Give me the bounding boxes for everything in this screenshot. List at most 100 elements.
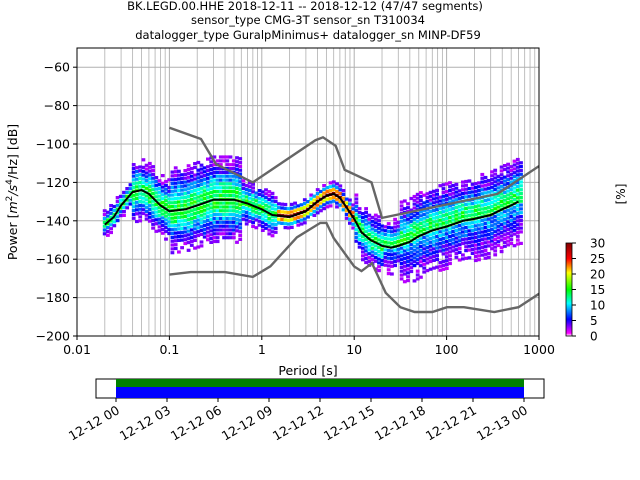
histogram-cell xyxy=(164,203,168,207)
histogram-cell xyxy=(325,186,330,190)
histogram-cell xyxy=(367,221,372,225)
histogram-cell xyxy=(512,186,517,190)
histogram-cell xyxy=(457,216,462,220)
histogram-cell xyxy=(189,224,194,228)
x-tick-label: 10 xyxy=(346,342,362,357)
histogram-cell xyxy=(467,194,472,198)
colorbar-tick-label: 0 xyxy=(590,330,598,344)
histogram-cell xyxy=(235,171,239,175)
histogram-cell xyxy=(483,175,488,180)
histogram-cell xyxy=(444,205,449,209)
histogram-cell xyxy=(435,265,439,269)
histogram-cell xyxy=(515,242,520,246)
histogram-cell xyxy=(228,163,233,167)
histogram-cell xyxy=(222,205,226,209)
histogram-cell xyxy=(470,228,475,232)
histogram-cell xyxy=(477,254,481,258)
histogram-cell xyxy=(273,211,278,215)
histogram-cell xyxy=(189,170,194,174)
histogram-cell xyxy=(348,206,352,210)
histogram-cell xyxy=(480,226,485,230)
histogram-cell xyxy=(467,256,472,260)
histogram-cell xyxy=(451,218,456,222)
histogram-cell xyxy=(422,212,427,216)
histogram-cell xyxy=(493,218,498,222)
histogram-cell xyxy=(260,221,265,225)
histogram-cell xyxy=(370,258,375,262)
histogram-cell xyxy=(415,192,420,196)
histogram-cell xyxy=(464,210,468,214)
histogram-cell xyxy=(428,190,433,194)
histogram-cell xyxy=(260,190,265,194)
histogram-cell xyxy=(177,173,181,177)
histogram-cell xyxy=(386,272,391,276)
histogram-cell xyxy=(422,224,427,228)
histogram-cell xyxy=(196,180,201,184)
histogram-cell xyxy=(499,173,504,177)
histogram-cell xyxy=(267,232,272,236)
histogram-cell xyxy=(486,255,491,259)
histogram-cell xyxy=(167,216,172,220)
histogram-cell xyxy=(451,249,456,253)
histogram-cell xyxy=(183,218,188,223)
histogram-cell xyxy=(399,277,404,281)
histogram-cell xyxy=(354,224,359,228)
histogram-cell xyxy=(251,224,255,228)
histogram-cell xyxy=(215,174,220,178)
histogram-cell xyxy=(218,186,223,190)
histogram-cell xyxy=(231,159,236,163)
histogram-cell xyxy=(361,227,365,231)
histogram-cell xyxy=(209,183,214,187)
histogram-cell xyxy=(235,156,239,160)
histogram-cell xyxy=(515,207,520,211)
histogram-cell xyxy=(435,215,439,219)
histogram-cell xyxy=(270,226,275,230)
histogram-cell xyxy=(425,234,430,238)
histogram-cell xyxy=(202,212,207,216)
histogram-cell xyxy=(286,218,291,222)
histogram-cell xyxy=(322,207,326,211)
histogram-cell xyxy=(473,185,478,190)
histogram-cell xyxy=(409,227,414,231)
histogram-cell xyxy=(357,222,362,226)
histogram-cell xyxy=(173,227,178,231)
histogram-cell xyxy=(438,234,443,238)
histogram-cell xyxy=(141,181,146,185)
histogram-cell xyxy=(441,187,446,191)
histogram-cell xyxy=(193,246,197,250)
histogram-cell xyxy=(519,199,523,203)
histogram-cell xyxy=(141,192,146,196)
histogram-cell xyxy=(206,207,210,211)
histogram-cell xyxy=(496,190,501,194)
histogram-cell xyxy=(441,252,446,256)
histogram-cell xyxy=(338,192,343,196)
chart-title-line1: BK.LEGD.00.HHE 2018-12-11 -- 2018-12-12 … xyxy=(127,0,483,13)
histogram-cell xyxy=(380,251,385,255)
histogram-cell xyxy=(428,194,433,198)
histogram-cell xyxy=(415,254,420,258)
histogram-cell xyxy=(419,241,423,245)
histogram-cell xyxy=(432,231,436,236)
histogram-cell xyxy=(322,187,326,191)
histogram-cell xyxy=(141,196,146,200)
histogram-cell xyxy=(218,155,223,159)
histogram-cell xyxy=(260,213,265,217)
histogram-cell xyxy=(173,235,178,239)
histogram-cell xyxy=(422,270,427,274)
histogram-cell xyxy=(383,232,388,237)
histogram-cell xyxy=(225,224,230,228)
histogram-cell xyxy=(164,237,168,241)
histogram-cell xyxy=(386,237,391,241)
histogram-cell xyxy=(141,169,146,173)
histogram-cell xyxy=(270,203,275,207)
histogram-cell xyxy=(196,199,201,203)
histogram-cell xyxy=(177,219,181,223)
histogram-cell xyxy=(451,233,456,237)
histogram-cell xyxy=(483,202,488,206)
histogram-cell xyxy=(470,232,475,236)
histogram-cell xyxy=(283,226,288,230)
histogram-cell xyxy=(215,213,220,217)
histogram-cell xyxy=(109,230,113,235)
histogram-cell xyxy=(273,207,278,211)
